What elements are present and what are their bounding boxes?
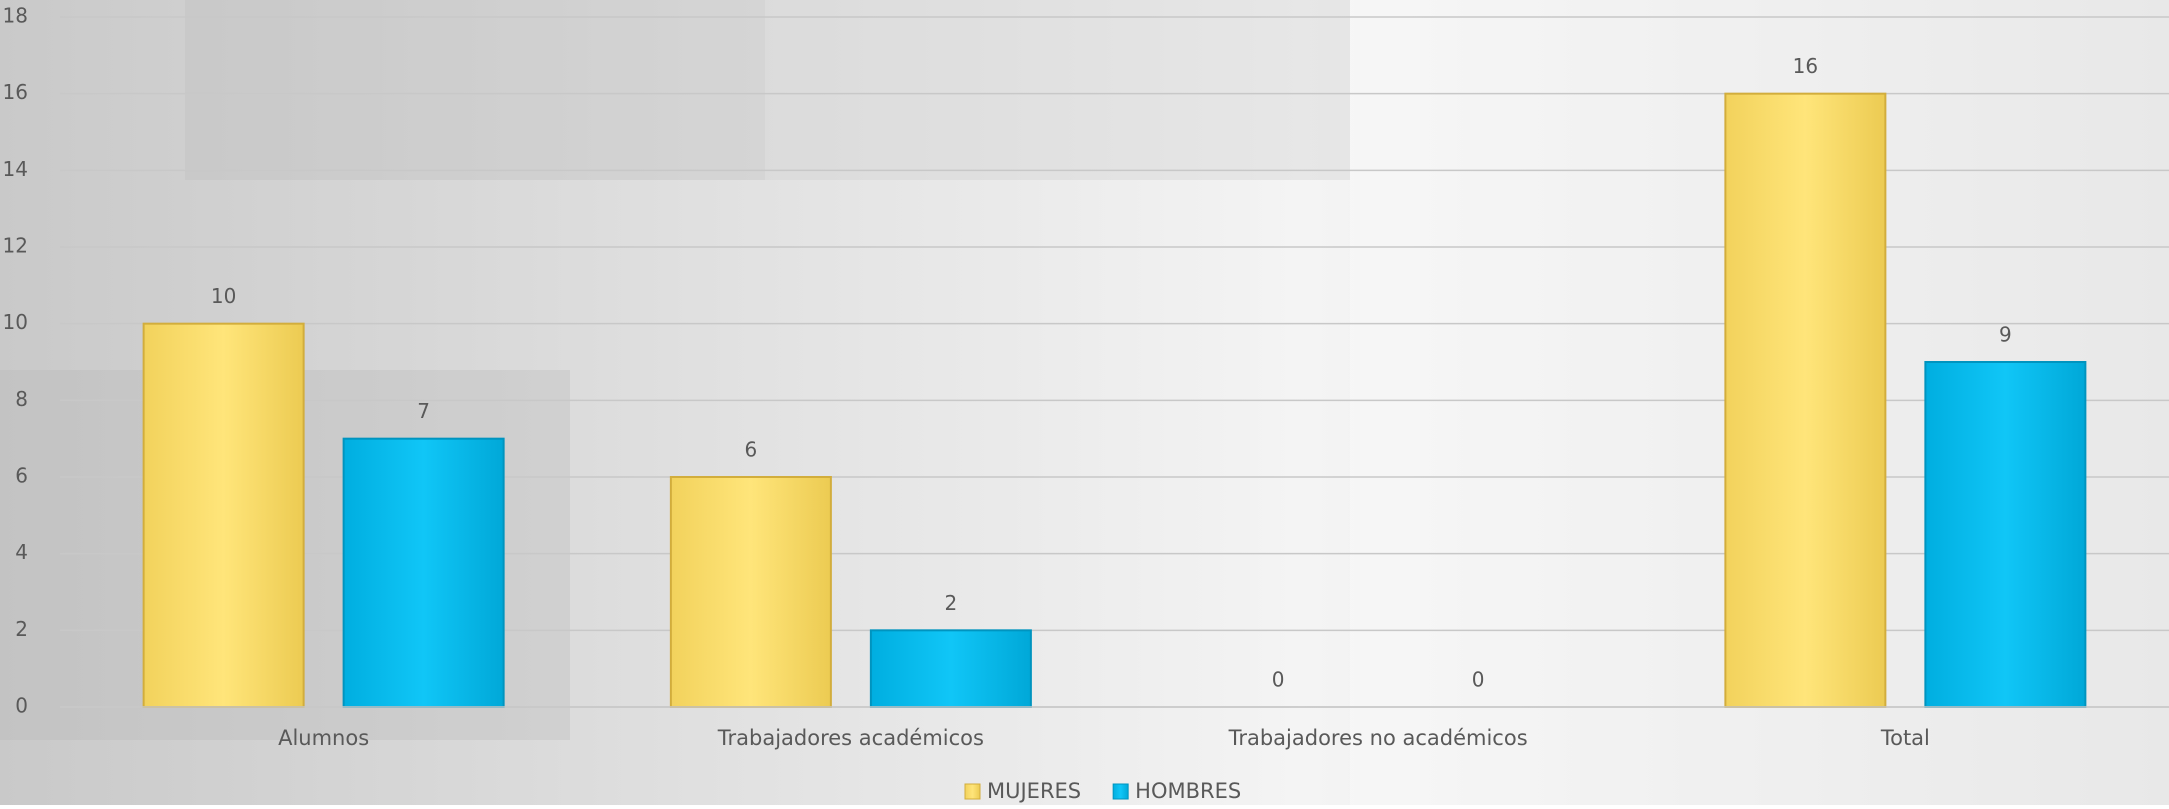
bar — [869, 629, 1032, 708]
y-tick-label: 14 — [3, 157, 28, 181]
data-label: 7 — [417, 399, 430, 423]
x-tick-label: Total — [1880, 726, 1930, 750]
x-tick-label: Trabajadores no académicos — [1228, 726, 1528, 750]
legend-swatch — [964, 783, 981, 800]
x-tick-label: Alumnos — [278, 726, 369, 750]
bar — [669, 476, 832, 708]
y-tick-label: 18 — [3, 4, 28, 28]
background-photo — [185, 0, 765, 180]
bar — [342, 437, 505, 708]
data-label: 2 — [945, 591, 958, 615]
bar — [1724, 92, 1887, 708]
x-tick-label: Trabajadores académicos — [717, 726, 984, 750]
legend-label: MUJERES — [987, 779, 1081, 803]
bar — [142, 322, 305, 708]
bar — [1924, 361, 2087, 708]
data-label: 6 — [745, 438, 758, 462]
y-tick-label: 12 — [3, 234, 28, 258]
data-label: 0 — [1272, 668, 1285, 692]
legend-label: HOMBRES — [1135, 779, 1241, 803]
y-tick-label: 4 — [15, 540, 28, 564]
legend-swatch — [1112, 783, 1129, 800]
background-photo — [765, 0, 1350, 180]
y-tick-label: 16 — [3, 80, 28, 104]
data-label: 16 — [1793, 54, 1818, 78]
y-tick-label: 10 — [3, 310, 28, 334]
data-label: 10 — [211, 284, 236, 308]
data-label: 0 — [1472, 668, 1485, 692]
y-tick-label: 8 — [15, 387, 28, 411]
y-tick-label: 2 — [15, 617, 28, 641]
y-tick-label: 0 — [15, 694, 28, 718]
y-tick-label: 6 — [15, 464, 28, 488]
data-label: 9 — [1999, 323, 2012, 347]
